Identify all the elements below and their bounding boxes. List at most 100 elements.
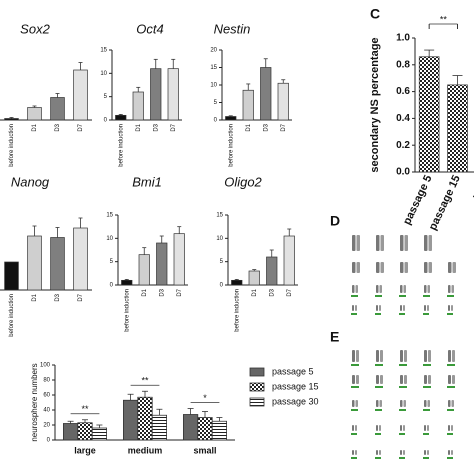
chromosome bbox=[448, 305, 450, 311]
bar bbox=[151, 414, 167, 441]
y-tick-label: 15 bbox=[210, 65, 217, 71]
karyotype-images bbox=[351, 235, 456, 459]
y-tick-label: 5 bbox=[110, 259, 114, 265]
x-tick-label: D1 bbox=[32, 293, 38, 301]
probe-signal bbox=[375, 313, 381, 315]
chromosome bbox=[448, 285, 451, 293]
probe-signal bbox=[399, 457, 405, 459]
chromosome bbox=[356, 375, 359, 384]
bar bbox=[225, 116, 237, 121]
chromosome bbox=[403, 305, 405, 311]
chromosome bbox=[424, 375, 427, 384]
bar bbox=[132, 91, 144, 121]
x-tick-label: D7 bbox=[281, 123, 287, 131]
chromosome bbox=[352, 400, 355, 407]
chromosome bbox=[376, 450, 378, 455]
x-tick-label: D1 bbox=[136, 123, 142, 131]
chromosome bbox=[451, 425, 453, 431]
chromosome bbox=[376, 285, 379, 293]
probe-signal bbox=[351, 364, 359, 366]
x-tick-label: before induction bbox=[124, 289, 130, 332]
probe-signal bbox=[423, 409, 430, 411]
x-tick-label: D1 bbox=[246, 123, 252, 131]
probe-signal bbox=[399, 409, 406, 411]
probe-signal bbox=[447, 409, 454, 411]
bar bbox=[138, 254, 150, 286]
chromosome bbox=[400, 425, 402, 431]
chromosome bbox=[448, 375, 451, 384]
chromosome bbox=[355, 425, 357, 431]
chromosome bbox=[427, 285, 430, 293]
bar bbox=[150, 68, 162, 121]
chromosome bbox=[400, 305, 402, 311]
chromosome bbox=[448, 262, 452, 273]
legend-swatch bbox=[249, 397, 265, 407]
y-tick-label: 10 bbox=[106, 236, 113, 242]
chromosome bbox=[356, 262, 360, 273]
bar bbox=[50, 97, 65, 121]
chromosome bbox=[352, 425, 354, 431]
bar bbox=[283, 235, 295, 286]
chromosome bbox=[427, 400, 430, 407]
bar bbox=[73, 227, 88, 291]
probe-signal bbox=[375, 433, 381, 435]
panel-letter: C bbox=[370, 6, 380, 22]
probe-signal bbox=[375, 364, 383, 366]
chromosome bbox=[379, 450, 381, 455]
chromosome bbox=[451, 305, 453, 311]
chromosome bbox=[403, 285, 406, 293]
y-tick-label: 5 bbox=[104, 94, 108, 100]
probe-signal bbox=[423, 313, 429, 315]
x-tick-label: before induction bbox=[9, 124, 15, 167]
y-tick-label: 0 bbox=[214, 118, 218, 124]
chromosome bbox=[400, 375, 403, 384]
x-tick-label: before induction bbox=[118, 124, 124, 167]
probe-signal bbox=[351, 433, 357, 435]
chromosome bbox=[352, 262, 356, 273]
bar bbox=[173, 233, 185, 286]
y-axis-label: neurosphere numbers bbox=[30, 363, 39, 441]
chromosome bbox=[452, 375, 455, 384]
legend-swatch bbox=[249, 367, 265, 377]
chromosome bbox=[352, 350, 355, 362]
chromosome bbox=[376, 400, 379, 407]
x-tick-label: medium bbox=[128, 445, 163, 455]
y-tick-label: 20 bbox=[210, 48, 217, 54]
probe-signal bbox=[423, 386, 431, 388]
chromosome bbox=[380, 350, 383, 362]
probe-signal bbox=[447, 457, 453, 459]
chromosome bbox=[400, 235, 404, 251]
bar bbox=[260, 67, 272, 121]
chromosome bbox=[355, 450, 357, 455]
chromosome bbox=[403, 425, 405, 431]
bar bbox=[211, 420, 227, 441]
x-tick-label: D1 bbox=[142, 288, 148, 296]
chromosome bbox=[404, 350, 407, 362]
bar bbox=[197, 417, 213, 441]
chromosome bbox=[400, 400, 403, 407]
chromosome bbox=[352, 375, 355, 384]
chromosome bbox=[376, 375, 379, 384]
chromosome bbox=[424, 305, 426, 311]
chromosome bbox=[424, 285, 427, 293]
bar bbox=[182, 414, 199, 441]
probe-signal bbox=[375, 457, 381, 459]
chromosome bbox=[451, 450, 453, 455]
probe-signal bbox=[447, 364, 455, 366]
y-tick-label: 0.2 bbox=[396, 140, 410, 151]
x-tick-label: before induction bbox=[234, 289, 240, 332]
probe-signal bbox=[423, 433, 429, 435]
chart-title: Nestin bbox=[214, 21, 251, 36]
chromosome bbox=[352, 285, 355, 293]
y-tick-label: 0.6 bbox=[396, 86, 410, 97]
chromosome bbox=[451, 285, 454, 293]
y-tick-label: 5 bbox=[220, 259, 224, 265]
bar bbox=[156, 242, 168, 286]
probe-signal bbox=[399, 295, 406, 297]
probe-signal bbox=[399, 433, 405, 435]
chromosome bbox=[404, 235, 408, 251]
probe-signal bbox=[351, 409, 358, 411]
chart-title: Nanog bbox=[11, 174, 50, 189]
chromosome bbox=[376, 425, 378, 431]
x-tick-label: D7 bbox=[78, 293, 84, 301]
